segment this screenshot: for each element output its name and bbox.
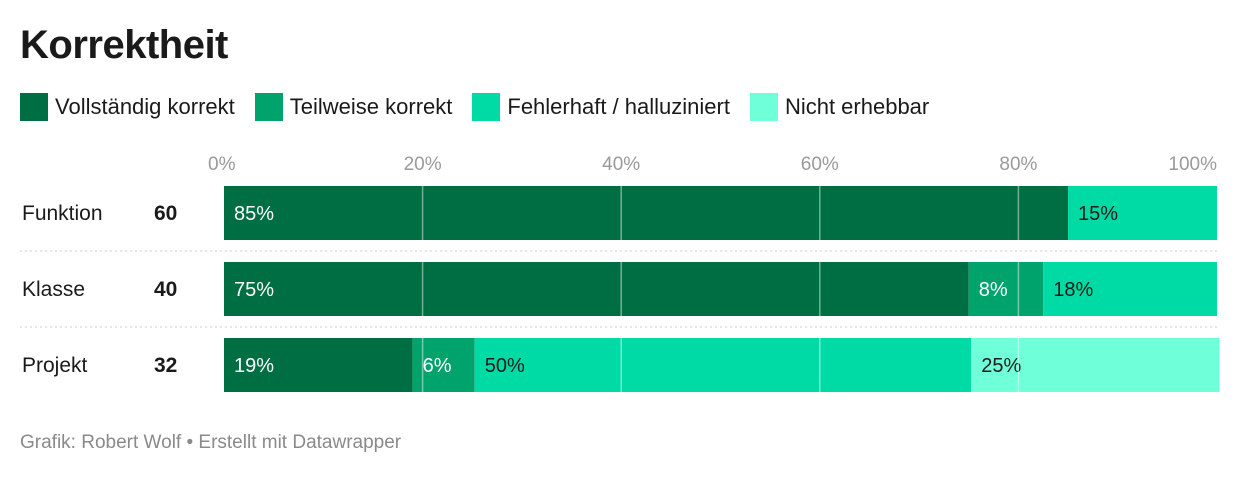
row-count: 32 [154,354,177,377]
legend-item: Fehlerhaft / halluziniert [472,93,730,121]
data-label: 19% [234,355,274,377]
x-tick-label: 60% [801,154,839,175]
row-count: 40 [154,278,177,301]
bar-segment [1043,262,1217,316]
x-tick-label: 20% [404,154,442,175]
data-label: 25% [981,355,1021,377]
data-label: 6% [423,355,452,377]
row-label: Klasse [22,278,85,301]
x-tick-label: 0% [208,154,236,175]
legend-item: Vollständig korrekt [20,93,235,121]
legend-swatch [472,93,501,121]
legend-item: Nicht erhebbar [749,93,930,121]
bar-segment [224,262,969,316]
data-label: 50% [485,355,525,377]
bar-segment [474,338,972,392]
legend: Vollständig korrekt Teilweise korrekt Fehl… [20,92,949,122]
data-label: 8% [979,279,1008,301]
legend-label: Fehlerhaft / halluziniert [507,94,730,119]
row-label: Funktion [22,202,103,225]
bar-segment [412,338,475,392]
data-label: 75% [234,279,274,301]
legend-swatch [254,93,283,121]
legend-item: Teilweise korrekt [254,93,453,121]
bar-segment [968,262,1044,316]
legend-label: Teilweise korrekt [289,94,453,119]
row-label: Projekt [22,354,88,377]
x-tick-label: 80% [999,154,1037,175]
bar-segment [224,186,1069,240]
bar-segment [971,338,1220,392]
bar-segment [224,338,413,392]
legend-label: Nicht erhebbar [784,94,930,119]
x-tick-label: 100% [1168,154,1217,175]
legend-label: Vollständig korrekt [55,94,235,119]
data-label: 85% [234,203,274,225]
data-label: 15% [1078,203,1118,225]
x-tick-label: 40% [602,154,640,175]
chart-title: Korrektheit [20,23,228,67]
legend-swatch [20,93,48,121]
source-credit: Grafik: Robert Wolf • Erstellt mit Dataw… [20,432,402,453]
data-label: 18% [1053,279,1093,301]
legend-swatch [749,93,778,121]
row-count: 60 [154,202,177,225]
bar-segment [1068,186,1217,240]
